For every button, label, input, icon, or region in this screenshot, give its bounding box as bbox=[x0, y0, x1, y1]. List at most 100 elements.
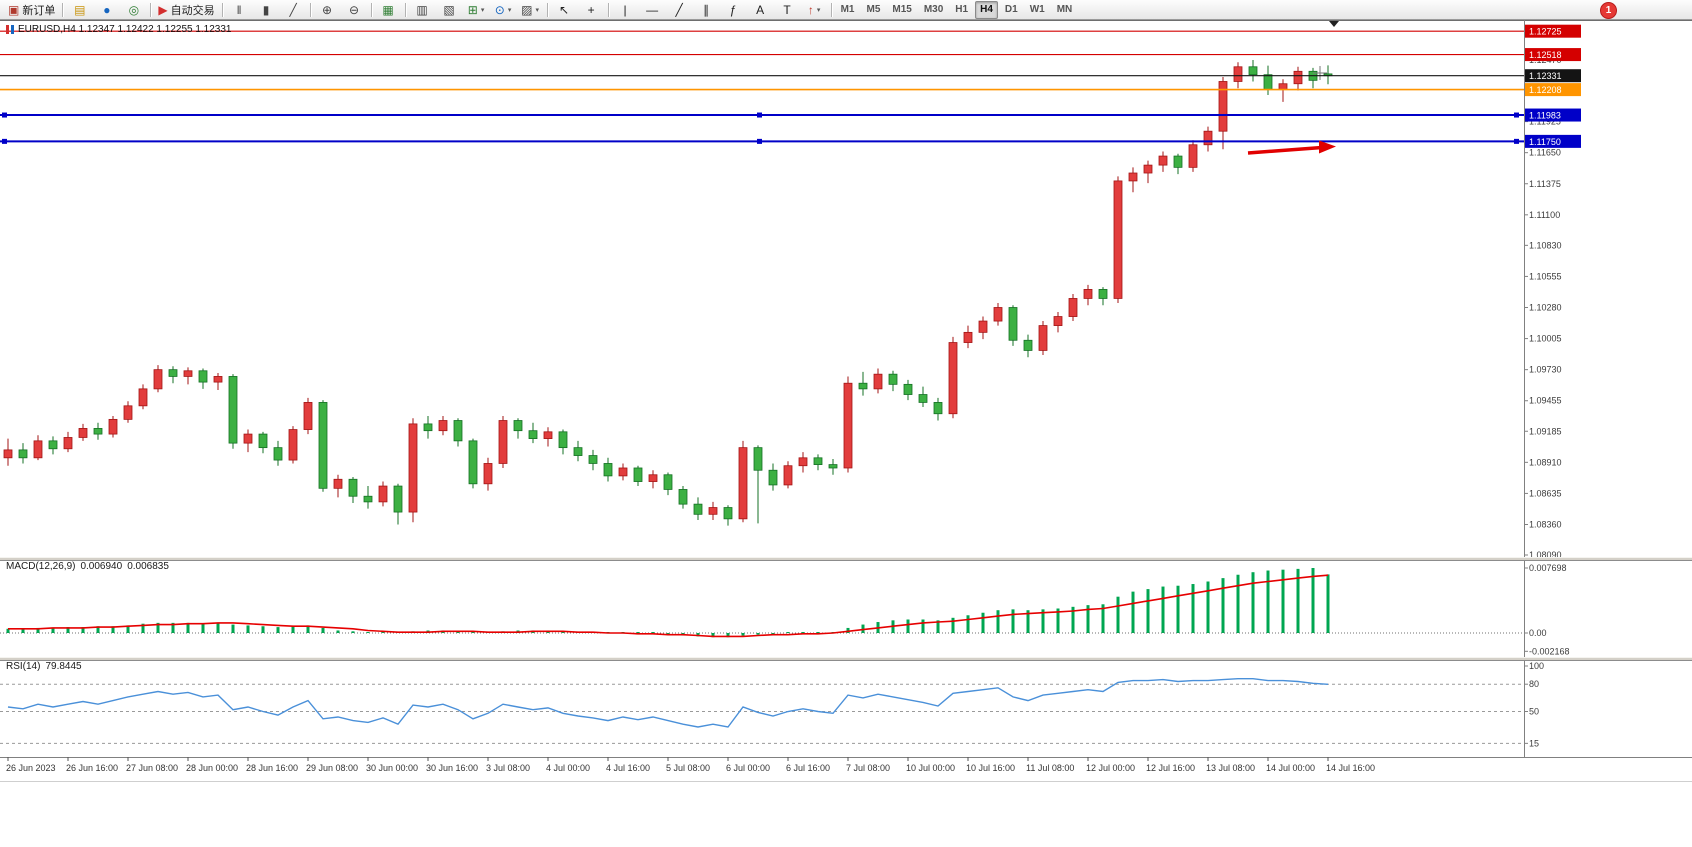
candle bbox=[213, 376, 223, 383]
price-level-badge bbox=[1525, 48, 1581, 62]
rsi-line bbox=[7, 678, 1329, 728]
cursor-button[interactable]: ↖ bbox=[551, 0, 578, 19]
notification-count: 1 bbox=[1605, 5, 1612, 16]
fibonacci-icon: ƒ bbox=[729, 2, 737, 17]
timeframe-h1[interactable]: H1 bbox=[955, 4, 969, 15]
price-level-badge-text: 1.12331 bbox=[1529, 71, 1562, 81]
candle bbox=[1203, 130, 1213, 146]
toolbar-separator bbox=[309, 2, 311, 17]
crosshair-button[interactable]: + bbox=[578, 0, 605, 19]
candle bbox=[738, 447, 748, 520]
candle bbox=[1188, 144, 1198, 168]
text-button[interactable]: A bbox=[747, 0, 774, 19]
timeframe-m1[interactable]: M1 bbox=[840, 4, 855, 15]
label-button[interactable]: T bbox=[774, 0, 801, 19]
line-chart-button[interactable]: ╱ bbox=[280, 0, 307, 19]
line-handle[interactable] bbox=[1514, 138, 1519, 144]
time-axis-label: 26 Jun 2023 bbox=[6, 763, 56, 773]
auto-trading-button[interactable]: ▶ 自动交易 bbox=[154, 0, 218, 19]
vertical-line-button[interactable]: | bbox=[612, 0, 639, 19]
candle bbox=[783, 465, 793, 486]
candlestick-button[interactable]: ▮ bbox=[253, 0, 280, 19]
price-level-badge-text: 1.11750 bbox=[1529, 137, 1561, 147]
candle bbox=[648, 474, 658, 482]
horizontal-line-1.12518[interactable]: 1.12518 bbox=[0, 48, 1581, 62]
new-order-button[interactable]: ▣ 新订单 bbox=[4, 0, 59, 19]
time-axis-label: 10 Jul 16:00 bbox=[966, 763, 1015, 773]
profiles-button[interactable]: ● bbox=[93, 0, 120, 19]
horizontal-line-1.12208[interactable]: 1.12208 bbox=[0, 83, 1581, 97]
horizontal-line-1.12331[interactable]: 1.12331 bbox=[0, 69, 1581, 83]
time-axis-label: 6 Jul 16:00 bbox=[786, 763, 830, 773]
refresh-button[interactable]: ◎ bbox=[120, 0, 147, 19]
chart-shift-marker-icon[interactable] bbox=[1329, 21, 1339, 27]
price-level-badge-text: 1.12518 bbox=[1529, 50, 1562, 60]
candle bbox=[993, 307, 1003, 322]
line-handle[interactable] bbox=[1514, 112, 1519, 118]
data-window-button[interactable]: ▥ bbox=[409, 0, 436, 19]
horizontal-line-1.12725[interactable]: 1.12725 bbox=[0, 24, 1581, 38]
candle bbox=[3, 449, 13, 459]
tile-windows-button[interactable]: ▦ bbox=[375, 0, 402, 19]
timeframe-m5[interactable]: M5 bbox=[866, 4, 881, 15]
time-axis-label: 13 Jul 08:00 bbox=[1206, 763, 1255, 773]
indicators-button[interactable]: ⊞ ▾ bbox=[463, 0, 490, 19]
time-axis-label: 29 Jun 08:00 bbox=[306, 763, 358, 773]
periods-button[interactable]: ⊙ ▾ bbox=[490, 0, 517, 19]
line-handle[interactable] bbox=[2, 112, 7, 118]
templates-button[interactable]: ▨ ▾ bbox=[517, 0, 544, 19]
timeframe-d1[interactable]: D1 bbox=[1004, 4, 1018, 15]
candle bbox=[1233, 66, 1243, 82]
line-handle[interactable] bbox=[757, 138, 762, 144]
bar-chart-button[interactable]: ‖ bbox=[226, 0, 253, 19]
timeframe-h4[interactable]: H4 bbox=[975, 0, 998, 19]
panel-separator[interactable] bbox=[0, 557, 1692, 561]
timeframe-m15[interactable]: M15 bbox=[892, 4, 912, 15]
price-level-badge bbox=[1525, 24, 1581, 38]
timeframe-mn[interactable]: MN bbox=[1056, 4, 1073, 15]
line-handle[interactable] bbox=[2, 138, 7, 144]
candlestick-icon: ▮ bbox=[262, 2, 270, 17]
line-handle[interactable] bbox=[757, 112, 762, 118]
candle bbox=[603, 463, 613, 477]
navigator-button[interactable]: ▧ bbox=[436, 0, 463, 19]
horizontal-line-button[interactable]: — bbox=[639, 0, 666, 19]
candle bbox=[48, 440, 58, 450]
toolbar-separator bbox=[370, 2, 372, 17]
time-axis-label: 4 Jul 16:00 bbox=[606, 763, 650, 773]
time-axis-label: 26 Jun 16:00 bbox=[66, 763, 118, 773]
candle bbox=[1113, 180, 1123, 299]
price-axis-label: 1.09455 bbox=[1529, 396, 1562, 406]
arrows-button[interactable]: ↑ ▾ bbox=[801, 0, 828, 19]
price-axis-label: 1.10005 bbox=[1529, 334, 1562, 344]
cursor-icon: ↖ bbox=[559, 2, 570, 17]
charts-button[interactable]: ▤ bbox=[66, 0, 93, 19]
timeframe-w1[interactable]: W1 bbox=[1029, 4, 1045, 15]
price-axis-label: 1.11650 bbox=[1529, 148, 1561, 158]
zoom-in-button[interactable]: ⊕ bbox=[314, 0, 341, 19]
candle bbox=[378, 485, 388, 503]
time-axis-label: 3 Jul 08:00 bbox=[486, 763, 530, 773]
data-window-icon: ▥ bbox=[416, 2, 428, 17]
time-axis-label: 28 Jun 16:00 bbox=[246, 763, 298, 773]
channel-button[interactable]: ∥ bbox=[693, 0, 720, 19]
horizontal-line-1.11983[interactable]: 1.11983 bbox=[0, 108, 1581, 122]
candle bbox=[438, 420, 448, 432]
arrow-annotation[interactable] bbox=[1247, 140, 1336, 155]
zoom-out-button[interactable]: ⊖ bbox=[341, 0, 368, 19]
candle bbox=[33, 440, 43, 459]
macd-signal-line bbox=[8, 574, 1329, 638]
refresh-icon: ◎ bbox=[128, 2, 140, 17]
candle bbox=[1053, 316, 1063, 326]
timeframe-m30[interactable]: M30 bbox=[923, 4, 944, 15]
panel-separator[interactable] bbox=[0, 657, 1692, 661]
fibonacci-button[interactable]: ƒ bbox=[720, 0, 747, 19]
horizontal-line-1.11750[interactable]: 1.11750 bbox=[0, 134, 1581, 148]
notifications-badge[interactable]: 1 bbox=[1600, 2, 1617, 19]
trendline-button[interactable]: ╱ bbox=[666, 0, 693, 19]
current-price-cross bbox=[1313, 66, 1327, 80]
candle bbox=[1068, 298, 1078, 317]
candle bbox=[798, 457, 808, 467]
time-axis-label: 14 Jul 16:00 bbox=[1326, 763, 1375, 773]
